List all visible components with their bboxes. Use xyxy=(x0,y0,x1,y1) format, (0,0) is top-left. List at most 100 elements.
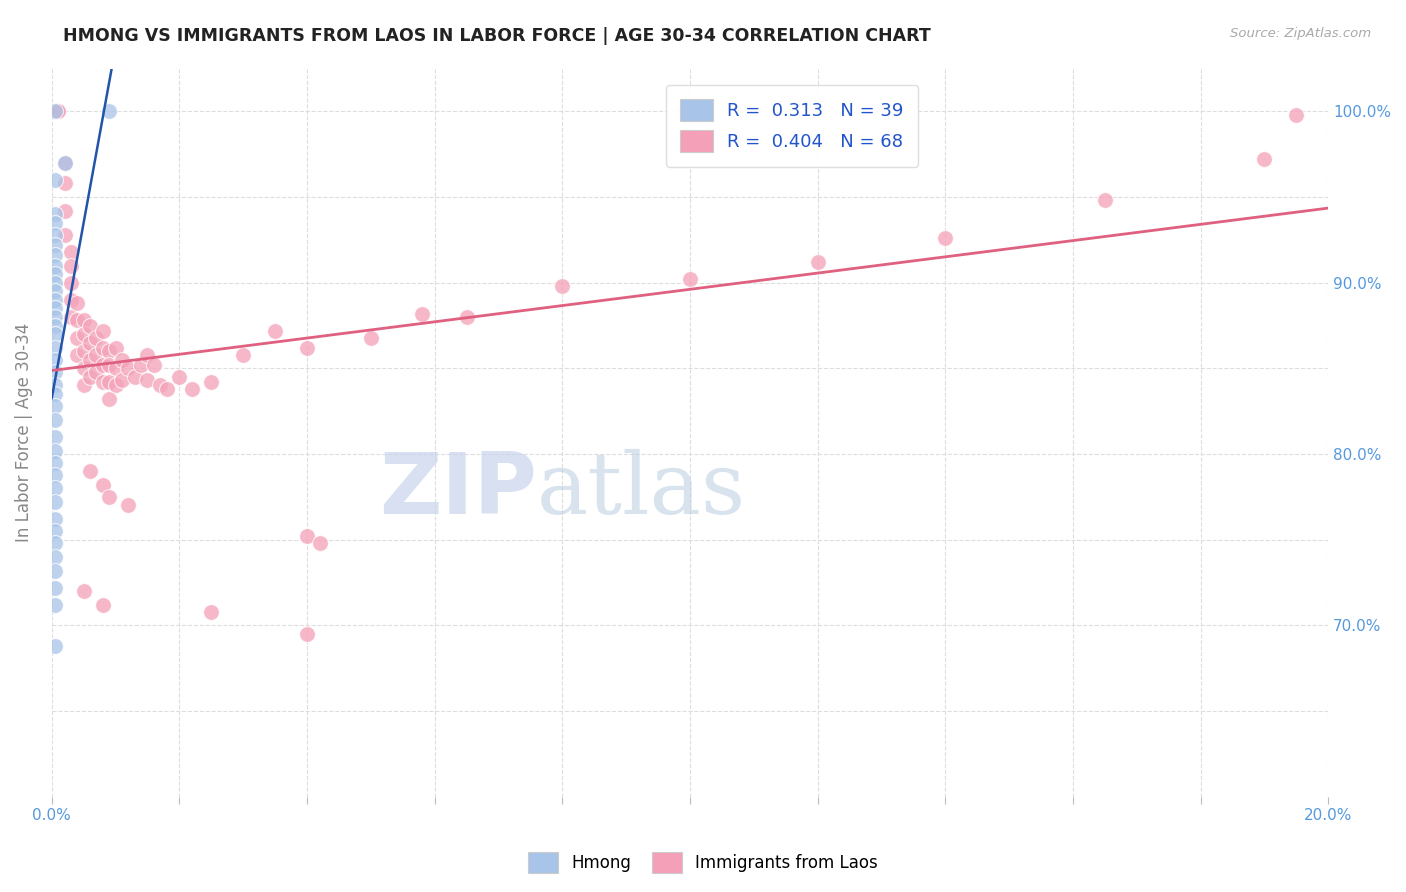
Point xyxy=(295,627,318,641)
Point xyxy=(73,313,96,327)
Point xyxy=(117,499,139,513)
Point xyxy=(1253,153,1275,167)
Point xyxy=(44,639,66,653)
Point xyxy=(44,327,66,342)
Point xyxy=(73,584,96,599)
Point xyxy=(86,365,108,379)
Point xyxy=(44,341,66,355)
Point xyxy=(104,341,127,355)
Point xyxy=(104,361,127,376)
Point xyxy=(91,358,114,372)
Point xyxy=(86,348,108,362)
Point xyxy=(44,387,66,401)
Point xyxy=(44,310,66,324)
Point xyxy=(44,104,66,119)
Point xyxy=(44,378,66,392)
Point xyxy=(79,318,101,333)
Legend: R =  0.313   N = 39, R =  0.404   N = 68: R = 0.313 N = 39, R = 0.404 N = 68 xyxy=(666,85,918,167)
Point xyxy=(53,155,76,169)
Point xyxy=(1094,194,1116,208)
Point xyxy=(44,495,66,509)
Point xyxy=(169,370,191,384)
Point xyxy=(91,341,114,355)
Point xyxy=(129,358,152,372)
Point xyxy=(44,293,66,307)
Point xyxy=(44,399,66,413)
Point xyxy=(232,348,254,362)
Point xyxy=(79,464,101,478)
Point xyxy=(124,370,146,384)
Point xyxy=(98,358,121,372)
Point xyxy=(53,203,76,218)
Point xyxy=(104,378,127,392)
Point xyxy=(73,361,96,376)
Point xyxy=(44,536,66,550)
Point xyxy=(44,413,66,427)
Point xyxy=(44,318,66,333)
Point xyxy=(551,279,574,293)
Point xyxy=(98,344,121,359)
Point xyxy=(59,310,82,324)
Point xyxy=(44,267,66,281)
Point xyxy=(44,301,66,316)
Point xyxy=(295,341,318,355)
Point xyxy=(98,392,121,407)
Point xyxy=(44,456,66,470)
Point xyxy=(79,352,101,367)
Point xyxy=(44,430,66,444)
Legend: Hmong, Immigrants from Laos: Hmong, Immigrants from Laos xyxy=(522,846,884,880)
Point xyxy=(264,324,287,338)
Point xyxy=(46,104,69,119)
Point xyxy=(149,378,172,392)
Point xyxy=(456,310,478,324)
Point xyxy=(679,272,702,286)
Point xyxy=(44,598,66,612)
Point xyxy=(46,104,69,119)
Point xyxy=(156,382,179,396)
Point xyxy=(200,605,222,619)
Point xyxy=(44,481,66,495)
Point xyxy=(44,512,66,526)
Point xyxy=(44,365,66,379)
Point xyxy=(91,375,114,389)
Point xyxy=(44,285,66,299)
Text: Source: ZipAtlas.com: Source: ZipAtlas.com xyxy=(1230,27,1371,40)
Point xyxy=(117,361,139,376)
Point xyxy=(136,373,159,387)
Point xyxy=(200,375,222,389)
Point xyxy=(295,529,318,543)
Point xyxy=(73,378,96,392)
Point xyxy=(44,564,66,578)
Point xyxy=(411,306,433,320)
Point xyxy=(73,344,96,359)
Point xyxy=(44,352,66,367)
Point xyxy=(79,370,101,384)
Point xyxy=(53,155,76,169)
Text: ZIP: ZIP xyxy=(380,450,537,533)
Point xyxy=(86,330,108,344)
Point xyxy=(98,375,121,389)
Point xyxy=(44,259,66,273)
Point xyxy=(59,244,82,259)
Point xyxy=(91,478,114,492)
Point xyxy=(66,313,89,327)
Point xyxy=(44,173,66,187)
Point xyxy=(44,207,66,221)
Point xyxy=(136,348,159,362)
Point xyxy=(91,324,114,338)
Point xyxy=(66,330,89,344)
Point xyxy=(59,259,82,273)
Point xyxy=(44,467,66,482)
Point xyxy=(53,227,76,242)
Point xyxy=(44,581,66,595)
Point xyxy=(98,490,121,504)
Point xyxy=(44,549,66,564)
Point xyxy=(111,352,134,367)
Point xyxy=(1285,108,1308,122)
Point xyxy=(66,296,89,310)
Point xyxy=(59,293,82,307)
Point xyxy=(44,238,66,252)
Point xyxy=(142,358,165,372)
Point xyxy=(44,227,66,242)
Point xyxy=(59,276,82,290)
